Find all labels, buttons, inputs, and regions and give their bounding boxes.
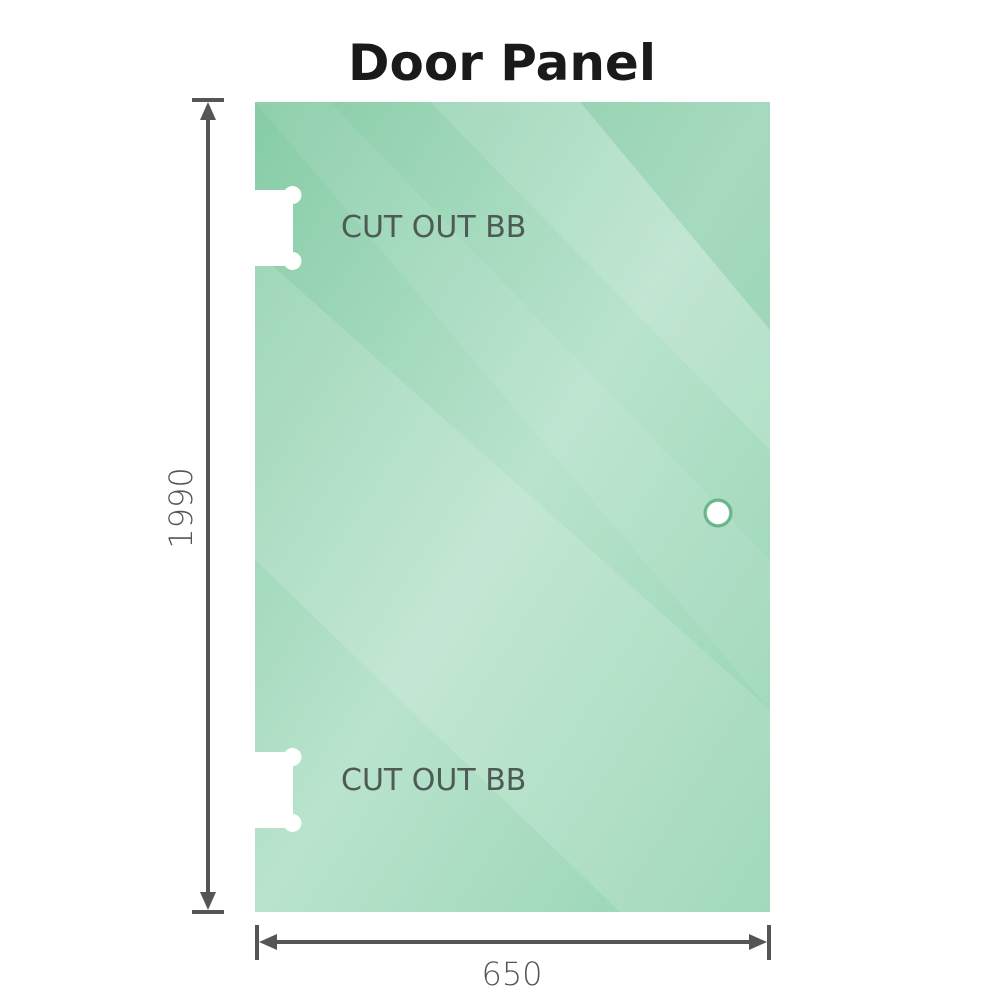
cutout-label-bottom: CUT OUT BB [341, 763, 526, 798]
height-label: 1990 [162, 467, 200, 548]
width-label: 650 [481, 955, 542, 993]
page-title: Door Panel [348, 34, 656, 92]
cutout-label-top: CUT OUT BB [341, 210, 526, 245]
height-dimension-line [192, 98, 224, 914]
glass-panel [255, 102, 770, 912]
width-dimension-line [255, 925, 771, 960]
